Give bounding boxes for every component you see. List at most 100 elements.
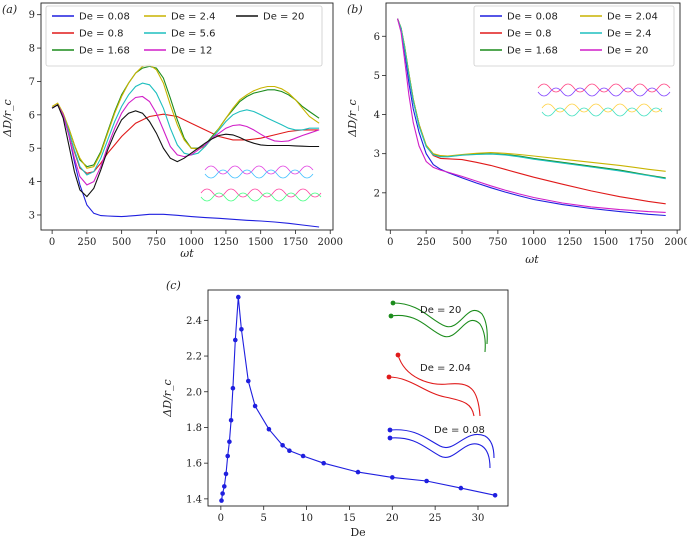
x-tick-label: 0: [49, 237, 55, 248]
annotation-de-20: De = 20: [420, 305, 461, 316]
data-point: [222, 484, 227, 489]
data-point: [219, 498, 224, 503]
x-tick-label: 15: [343, 513, 356, 524]
data-point: [230, 385, 236, 391]
y-tick-label: 9: [29, 10, 35, 21]
y-tick-label: 1.8: [186, 423, 202, 434]
x-tick-label: 1000: [521, 237, 546, 248]
x-tick-label: 2000: [317, 237, 342, 248]
x-tick-label: 2000: [664, 237, 687, 248]
panel-c-ylabel: ΔD/r_c: [161, 379, 174, 417]
panel-b-ylabel: ΔD/r_c: [346, 99, 359, 137]
x-tick-label: 30: [472, 513, 485, 524]
data-point: [236, 294, 241, 300]
y-tick-label: 4: [29, 177, 35, 188]
panel-a-xlabel: ωt: [180, 247, 194, 260]
data-point: [280, 443, 285, 448]
panel-a-inset-snapshots: [200, 165, 322, 202]
legend-label: De = 0.8: [507, 29, 552, 40]
data-point: [424, 478, 429, 484]
x-tick-label: 20: [386, 513, 399, 524]
y-tick-label: 5: [374, 71, 380, 82]
data-point: [223, 471, 229, 477]
x-tick-label: 1250: [213, 237, 238, 248]
x-tick-label: 500: [112, 237, 131, 248]
y-tick-label: 5: [29, 144, 35, 155]
y-tick-label: 6: [29, 110, 35, 121]
legend-label: De = 1.68: [507, 46, 558, 57]
legend-label: De = 2.4: [171, 12, 216, 23]
data-point: [390, 475, 395, 480]
legend-label: De = 1.68: [79, 46, 130, 57]
x-tick-label: 1750: [283, 237, 308, 248]
data-point: [228, 418, 234, 423]
y-tick-label: 4: [374, 110, 380, 121]
y-tick-label: 7: [29, 77, 35, 88]
series-line-de-0-08: [396, 18, 666, 217]
data-point: [300, 453, 306, 459]
data-point: [227, 439, 232, 445]
series-line-de-1-68: [51, 65, 320, 168]
panel-b-xlabel: ωt: [525, 253, 539, 266]
y-tick-label: 3: [374, 149, 380, 160]
series-line-de-0-8: [51, 104, 320, 174]
x-tick-label: 1750: [629, 237, 654, 248]
data-point: [233, 337, 238, 343]
data-point: [266, 426, 272, 432]
x-tick-label: 10: [300, 513, 313, 524]
data-point: [252, 403, 258, 409]
x-tick-label: 1500: [248, 237, 273, 248]
panel-letter-a: (a): [2, 3, 17, 16]
panel-c-xlabel: De: [350, 526, 365, 539]
x-tick-label: 1000: [178, 237, 203, 248]
y-tick-label: 8: [29, 44, 35, 55]
y-tick-label: 2.2: [186, 352, 202, 363]
data-point: [321, 460, 327, 466]
series-line-de-20: [51, 103, 320, 198]
legend-frame: [473, 5, 675, 67]
annotation-de-2-04: De = 2.04: [420, 363, 471, 374]
panel-a-ylabel: ΔD/r_c: [1, 99, 14, 137]
x-tick-label: 750: [147, 237, 166, 248]
legend-label: De = 0.08: [79, 12, 130, 23]
data-point: [458, 485, 464, 491]
legend-label: De = 5.6: [171, 29, 216, 40]
series-line-de-12: [51, 95, 320, 186]
legend-label: De = 20: [607, 46, 648, 57]
data-point: [287, 448, 292, 454]
series-line-de-0-08: [51, 104, 320, 228]
legend-label: De = 2.04: [607, 12, 658, 23]
panel-a-legend: De = 0.08 De = 0.8 De = 1.68 De = 2.4 De = 5…: [45, 5, 323, 67]
panel-c-frame: [207, 289, 509, 507]
x-tick-label: 250: [77, 237, 96, 248]
data-point: [220, 491, 225, 496]
data-point: [492, 493, 498, 498]
series-line-de-2-4: [51, 64, 320, 169]
panel-letter-c: (c): [166, 279, 181, 292]
x-tick-label: 25: [429, 513, 442, 524]
x-tick-label: 750: [488, 237, 507, 248]
panel-a: ωt ΔD/r_c 0 250 500 750 1000 1250 1500 1750 2000…: [1, 2, 343, 260]
x-tick-label: 1500: [593, 237, 618, 248]
data-point: [239, 327, 244, 332]
panel-c-shape-sketches: [386, 300, 495, 469]
legend-label: De = 0.08: [507, 12, 558, 23]
panel-b-legend: De = 0.08 De = 0.8 De = 1.68 De = 2.04 De = …: [473, 5, 675, 67]
panel-b: ωt ΔD/r_c 0 250 500 750 1000 1250 1500 1750 2000…: [346, 2, 687, 266]
annotation-de-0-08: De = 0.08: [434, 425, 485, 436]
data-point: [246, 378, 251, 384]
panel-letter-b: (b): [347, 3, 363, 16]
y-tick-label: 1.6: [186, 459, 202, 470]
legend-label: De = 0.8: [79, 29, 124, 40]
legend-label: De = 20: [263, 12, 304, 23]
series-line-de-2-4: [396, 18, 666, 180]
panel-c: De = 20 De = 2.04 De = 0.08 De ΔD/r_c 0 5…: [161, 289, 509, 539]
y-tick-label: 6: [374, 32, 380, 43]
y-tick-label: 2: [374, 188, 380, 199]
panel-a-frame: [40, 2, 334, 231]
y-tick-label: 3: [29, 210, 35, 221]
x-tick-label: 250: [417, 237, 436, 248]
x-tick-label: 1250: [557, 237, 582, 248]
series-line-de-5-6: [51, 82, 320, 176]
